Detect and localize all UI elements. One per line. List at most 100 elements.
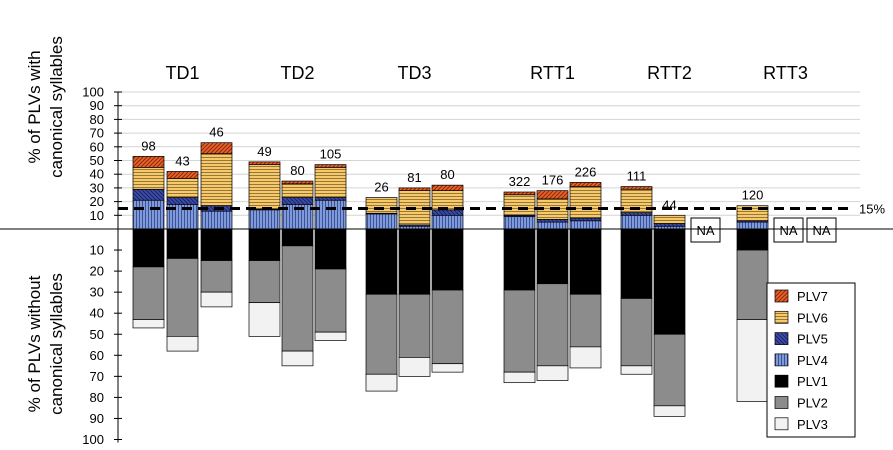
- na-box: [690, 217, 721, 243]
- bar-seg-plv6: [503, 194, 536, 216]
- bar-seg-plv7: [314, 164, 347, 168]
- bar-seg-plv3: [503, 371, 536, 384]
- bar-count-label: 226: [575, 164, 597, 179]
- bar-seg-plv3: [281, 350, 314, 367]
- bar-seg-plv6: [281, 183, 314, 198]
- bar-seg-plv2: [281, 245, 314, 352]
- bar-seg-plv6: [132, 167, 165, 190]
- bar-seg-plv4: [200, 210, 233, 230]
- bar-seg-plv4: [132, 199, 165, 230]
- bar-count-label: 111: [627, 169, 647, 184]
- bar-seg-plv7: [536, 190, 569, 200]
- legend-label: PLV4: [797, 353, 828, 368]
- y-tick-label: 40: [90, 306, 104, 321]
- bar-seg-plv4: [569, 220, 602, 230]
- y-tick-label: 70: [90, 126, 104, 141]
- y-tick-label: 30: [90, 180, 104, 195]
- bar-seg-plv6: [166, 177, 199, 198]
- bar-seg-plv1: [431, 228, 464, 291]
- bar-seg-plv7: [503, 191, 536, 196]
- group-label: RTT1: [530, 63, 575, 83]
- labels: TD1 98 43 46 TD2 49 80 105 TD3 26 81 80 RTT1 322 176 22…: [141, 63, 831, 238]
- bar-seg-plv4: [248, 209, 281, 230]
- legend-label: PLV7: [797, 289, 828, 304]
- bar-seg-plv5: [536, 219, 569, 223]
- bar-seg-plv5: [132, 188, 165, 201]
- bar-seg-plv1: [166, 228, 199, 259]
- bar-seg-plv2: [536, 283, 569, 367]
- y-tick-label: 60: [90, 348, 104, 363]
- group-label: TD3: [397, 63, 431, 83]
- bar-seg-plv2: [132, 266, 165, 320]
- na-label: NA: [696, 223, 714, 238]
- bar-seg-plv6: [653, 214, 686, 224]
- bar-seg-plv5: [569, 217, 602, 222]
- bar-seg-plv2: [653, 333, 686, 407]
- bar-count-label: 98: [141, 138, 155, 153]
- bar-seg-plv2: [503, 289, 536, 373]
- bar-seg-plv3: [620, 365, 653, 375]
- bar-seg-plv7: [398, 187, 431, 191]
- bar-seg-plv1: [200, 228, 233, 261]
- legend-label: PLV1: [797, 374, 828, 389]
- bar-seg-plv3: [200, 291, 233, 308]
- bar-seg-plv4: [431, 214, 464, 230]
- bar-seg-plv1: [569, 228, 602, 295]
- y-tick-label: 30: [90, 285, 104, 300]
- bar-seg-plv7: [166, 171, 199, 179]
- bar-seg-plv3: [653, 405, 686, 417]
- y-tick-label: 60: [90, 139, 104, 154]
- bar-seg-plv3: [132, 319, 165, 329]
- y-tick-label: 10: [90, 243, 104, 258]
- legend-swatch-plv2: [774, 396, 789, 409]
- bar-seg-plv1: [398, 228, 431, 295]
- legend-label: PLV6: [797, 310, 828, 325]
- bar-seg-plv1: [736, 228, 769, 251]
- bar-seg-plv1: [314, 228, 347, 270]
- bar-count-label: 80: [440, 167, 454, 182]
- bar-seg-plv3: [248, 302, 281, 337]
- y-axis-title-top-line: canonical syllables: [47, 36, 66, 178]
- y-tick-label: 80: [90, 112, 104, 127]
- group-label: TD1: [165, 63, 199, 83]
- bar-seg-plv2: [365, 293, 398, 375]
- bar-count-label: 43: [175, 153, 189, 168]
- y-axis-title-bottom-line: % of PLVs without: [25, 275, 44, 412]
- bar-seg-plv1: [503, 228, 536, 291]
- bar-seg-plv5: [431, 209, 464, 216]
- bar-seg-plv6: [248, 164, 281, 210]
- bar-seg-plv3: [736, 319, 769, 402]
- legend-swatch-plv4: [774, 353, 789, 367]
- bar-seg-plv3: [398, 357, 431, 377]
- bar-seg-plv7: [200, 142, 233, 155]
- bar-seg-plv2: [569, 293, 602, 348]
- y-tick-label: 70: [90, 369, 104, 384]
- y-axis-title-bottom-line: canonical syllables: [47, 273, 66, 415]
- bar-seg-plv1: [132, 228, 165, 268]
- bar-seg-plv1: [281, 228, 314, 247]
- bar-seg-plv5: [653, 223, 686, 227]
- y-tick-label: 50: [90, 153, 104, 168]
- bar-count-label: 120: [742, 188, 764, 203]
- bar-seg-plv4: [503, 216, 536, 230]
- legend-swatch-plv6: [774, 310, 789, 324]
- bar-seg-plv7: [431, 184, 464, 191]
- bar-seg-plv4: [736, 221, 769, 230]
- bar-seg-plv1: [248, 228, 281, 261]
- y-tick-label: 50: [90, 327, 104, 342]
- bar-seg-plv4: [314, 199, 347, 230]
- y-tick-label: 20: [90, 264, 104, 279]
- y-axis-title-bottom: % of PLVs without canonical syllables: [25, 273, 66, 415]
- bar-count-label: 322: [509, 174, 531, 189]
- bar-seg-plv4: [536, 221, 569, 230]
- bar-seg-plv5: [166, 197, 199, 205]
- legend-swatch-plv3: [774, 417, 789, 431]
- bar-seg-plv6: [431, 190, 464, 211]
- bar-seg-plv2: [200, 260, 233, 293]
- na-box: [806, 217, 837, 243]
- bar-seg-plv7: [620, 186, 653, 190]
- legend-swatch-plv5: [774, 332, 789, 345]
- legend: PLV7 PLV6 PLV5 PLV4 PLV1 PLV2 PLV3: [766, 282, 856, 438]
- bar-count-label: 49: [257, 144, 271, 159]
